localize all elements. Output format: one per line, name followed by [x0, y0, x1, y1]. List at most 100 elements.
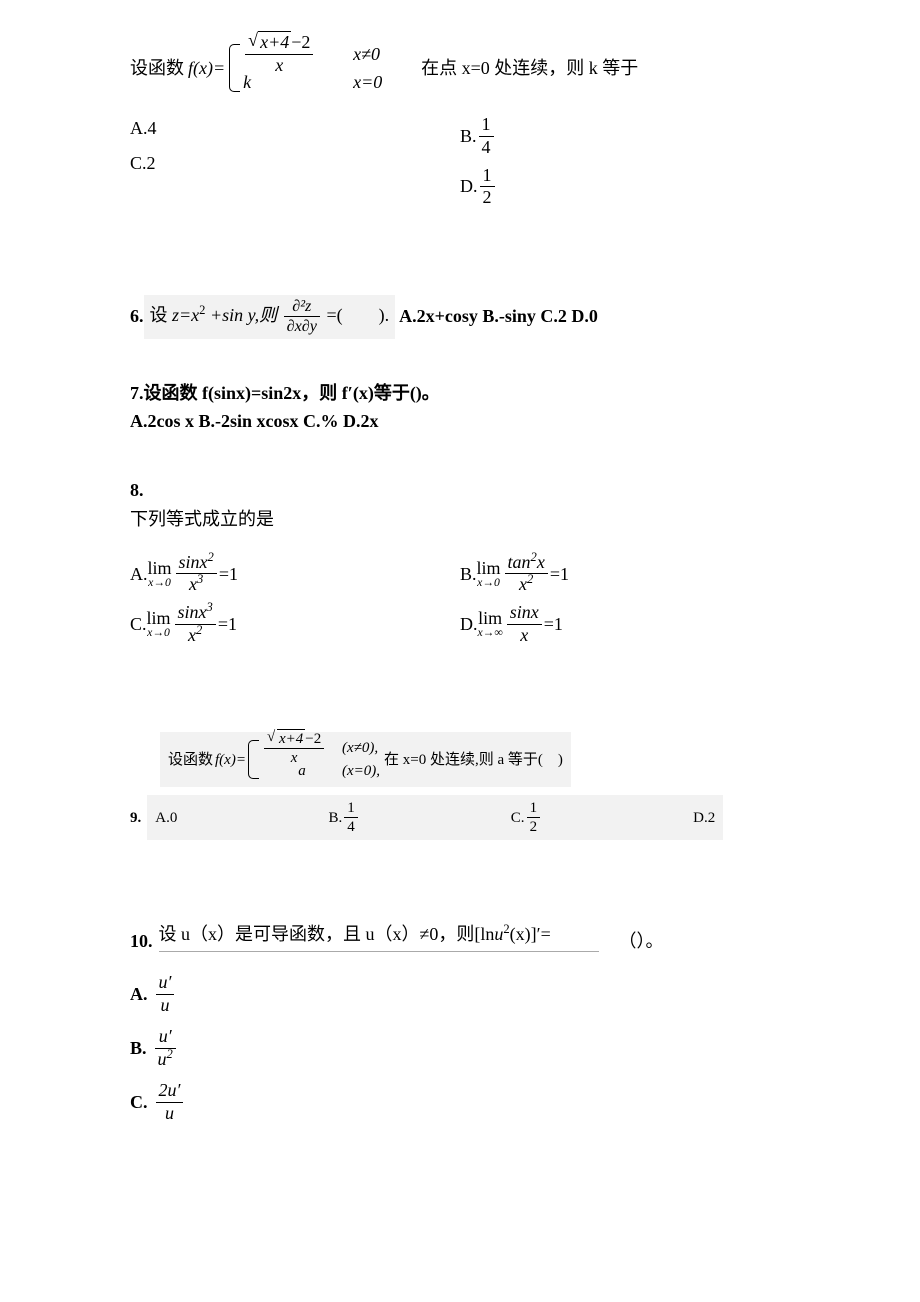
q9-num: 9.	[130, 806, 141, 830]
q6-opts: A.2x+cosy B.-siny C.2 D.0	[399, 302, 598, 331]
q9-gray: 设函数 f(x)= x+4−2 x	[160, 732, 571, 787]
q9-cond2: (x=0),	[342, 759, 380, 783]
question-6: 6. 设 z=x2 +sin y,则 ∂²z ∂x∂y =( ). A.2x+c…	[130, 295, 790, 339]
q10-optB-db: u	[158, 1049, 167, 1069]
q8-optB-label: B.	[460, 560, 477, 589]
q6-pnum: ∂²z	[284, 297, 320, 317]
q5-num-tail: −2	[291, 32, 310, 52]
q9-row2: a	[262, 759, 342, 783]
q10-num: 10.	[130, 927, 153, 956]
question-8: 8. 下列等式成立的是 A. lim x→0 sinx2 x3 =1	[130, 476, 790, 652]
q8B-den-b: x	[519, 574, 527, 594]
question-9: 设函数 f(x)= x+4−2 x	[130, 732, 790, 840]
q9-options-line: 9. A.0 B. 1 4 C. 1 2	[130, 795, 790, 840]
q9-optC-n: 1	[527, 799, 541, 818]
q10-optA-d: u	[156, 995, 175, 1017]
question-10: 10. 设 u（x）是可导函数，且 u（x）≠0，则[lnu2(x)]′= （）…	[130, 920, 790, 1124]
q8D-limbot: x→∞	[478, 627, 503, 639]
q9-optC-d: 2	[527, 818, 541, 836]
q9-optB-l: B.	[328, 806, 342, 830]
q5-stem-left: 设函数	[130, 54, 184, 83]
q8B-num-r: x	[537, 552, 545, 572]
q9-optB-n: 1	[344, 799, 358, 818]
q8A-limbot: x→0	[148, 577, 172, 589]
q6-gray-lead: 设	[150, 305, 173, 325]
q5-optA-label: A.	[130, 114, 148, 143]
q8C-tail: =1	[218, 610, 237, 639]
q6-gray: 设 z=x2 +sin y,则 ∂²z ∂x∂y =( ).	[144, 295, 396, 339]
q10-optB-n: u′	[155, 1026, 176, 1049]
q7-opts: A.2cos x B.-2sin xcosx C.% D.2x	[130, 407, 379, 436]
q8B-den-sup: 2	[527, 572, 533, 586]
q9-optA: 0	[170, 810, 178, 826]
q5-optD-label: D.	[460, 172, 478, 201]
q6-z: z=x	[172, 305, 199, 325]
q9-optA-l: A.	[155, 810, 170, 826]
q8-optA-label: A.	[130, 560, 148, 589]
q8D-num: sinx	[507, 602, 542, 625]
q10-optC-n: 2u′	[156, 1080, 184, 1103]
q6-num: 6.	[130, 302, 144, 331]
q5-sqrt: x+4	[258, 31, 291, 54]
q5-stem-right: 在点 x=0 处连续，则 k 等于	[421, 54, 638, 83]
question-5: 设函数 f(x)= x+4−2 x x≠0	[130, 40, 790, 215]
q5-fx: f(x)=	[188, 54, 225, 83]
q5-optB-label: B.	[460, 122, 477, 151]
q8D-limtop: lim	[478, 609, 503, 627]
q5-optD-den: 2	[480, 187, 495, 209]
q9-num-tail: −2	[305, 731, 321, 747]
q9-sqrt: x+4	[277, 729, 305, 748]
q8A-num-sup: 2	[208, 550, 214, 564]
q9-optD: 2	[708, 810, 716, 826]
q6-pden: ∂x∂y	[284, 317, 320, 336]
q5-optB-den: 4	[479, 137, 494, 159]
q7-num: 7.	[130, 379, 144, 408]
q5-row2-expr: k	[243, 68, 353, 97]
q8B-limbot: x→0	[477, 577, 501, 589]
q9-stem-left: 设函数	[168, 748, 213, 772]
q7-stem: 设函数 f(sinx)=sin2x，则 f′(x)等于()。	[144, 379, 440, 408]
q10-optC-d: u	[156, 1103, 184, 1125]
q8A-tail: =1	[219, 560, 238, 589]
q5-cond1: x≠0	[353, 40, 413, 69]
q8C-den-b: x	[188, 625, 196, 645]
q8-optD-label: D.	[460, 610, 478, 639]
q9-optC-l: C.	[511, 806, 525, 830]
q9-optD-l: D.	[693, 810, 708, 826]
q8A-num-r: x	[200, 552, 208, 572]
q10-optA-l: A.	[130, 980, 148, 1009]
q6-gray-tail: =( ).	[326, 305, 389, 325]
q8-num: 8.	[130, 476, 790, 505]
q10-stem-tail: (x)]′=	[510, 924, 551, 944]
question-7: 7. 设函数 f(sinx)=sin2x，则 f′(x)等于()。 A.2cos…	[130, 379, 790, 437]
q9-optB-d: 4	[344, 818, 358, 836]
q8-options: A. lim x→0 sinx2 x3 =1 C. lim x→0	[130, 546, 790, 652]
q8C-den-sup: 2	[196, 623, 202, 637]
q6-z2: +sin y,则	[210, 305, 277, 325]
q8A-limtop: lim	[148, 559, 172, 577]
q8D-tail: =1	[544, 610, 563, 639]
q5-brace: x+4−2 x x≠0 k x=0	[229, 40, 413, 96]
q10-optC-l: C.	[130, 1088, 148, 1117]
q8A-num-l: sin	[179, 552, 200, 572]
q8A-den-b: x	[189, 574, 197, 594]
q8B-tail: =1	[550, 560, 569, 589]
q10-stem-l: 设 u（x）是可导函数，且 u（x）≠0，则[ln	[159, 924, 495, 944]
q8B-num-l: tan	[508, 552, 531, 572]
q8C-num-r: x	[199, 602, 207, 622]
q5-optC: 2	[147, 149, 156, 178]
q5-cond2: x=0	[353, 68, 413, 97]
q8-optC-label: C.	[130, 610, 147, 639]
q9-fx: f(x)=	[215, 748, 246, 772]
q8B-limtop: lim	[477, 559, 501, 577]
q5-stem: 设函数 f(x)= x+4−2 x x≠0	[130, 40, 790, 96]
q8-stem: 下列等式成立的是	[130, 505, 790, 534]
q5-options: A. 4 C. 2 B. 1 4 D.	[130, 108, 790, 214]
q10-optB-ds: 2	[167, 1047, 173, 1061]
q5-optC-label: C.	[130, 149, 147, 178]
q8C-num-l: sin	[178, 602, 199, 622]
q10-optB-l: B.	[130, 1034, 147, 1063]
q5-optD-num: 1	[480, 165, 495, 188]
q8C-limbot: x→0	[147, 627, 171, 639]
q10-optA-n: u′	[156, 972, 175, 995]
